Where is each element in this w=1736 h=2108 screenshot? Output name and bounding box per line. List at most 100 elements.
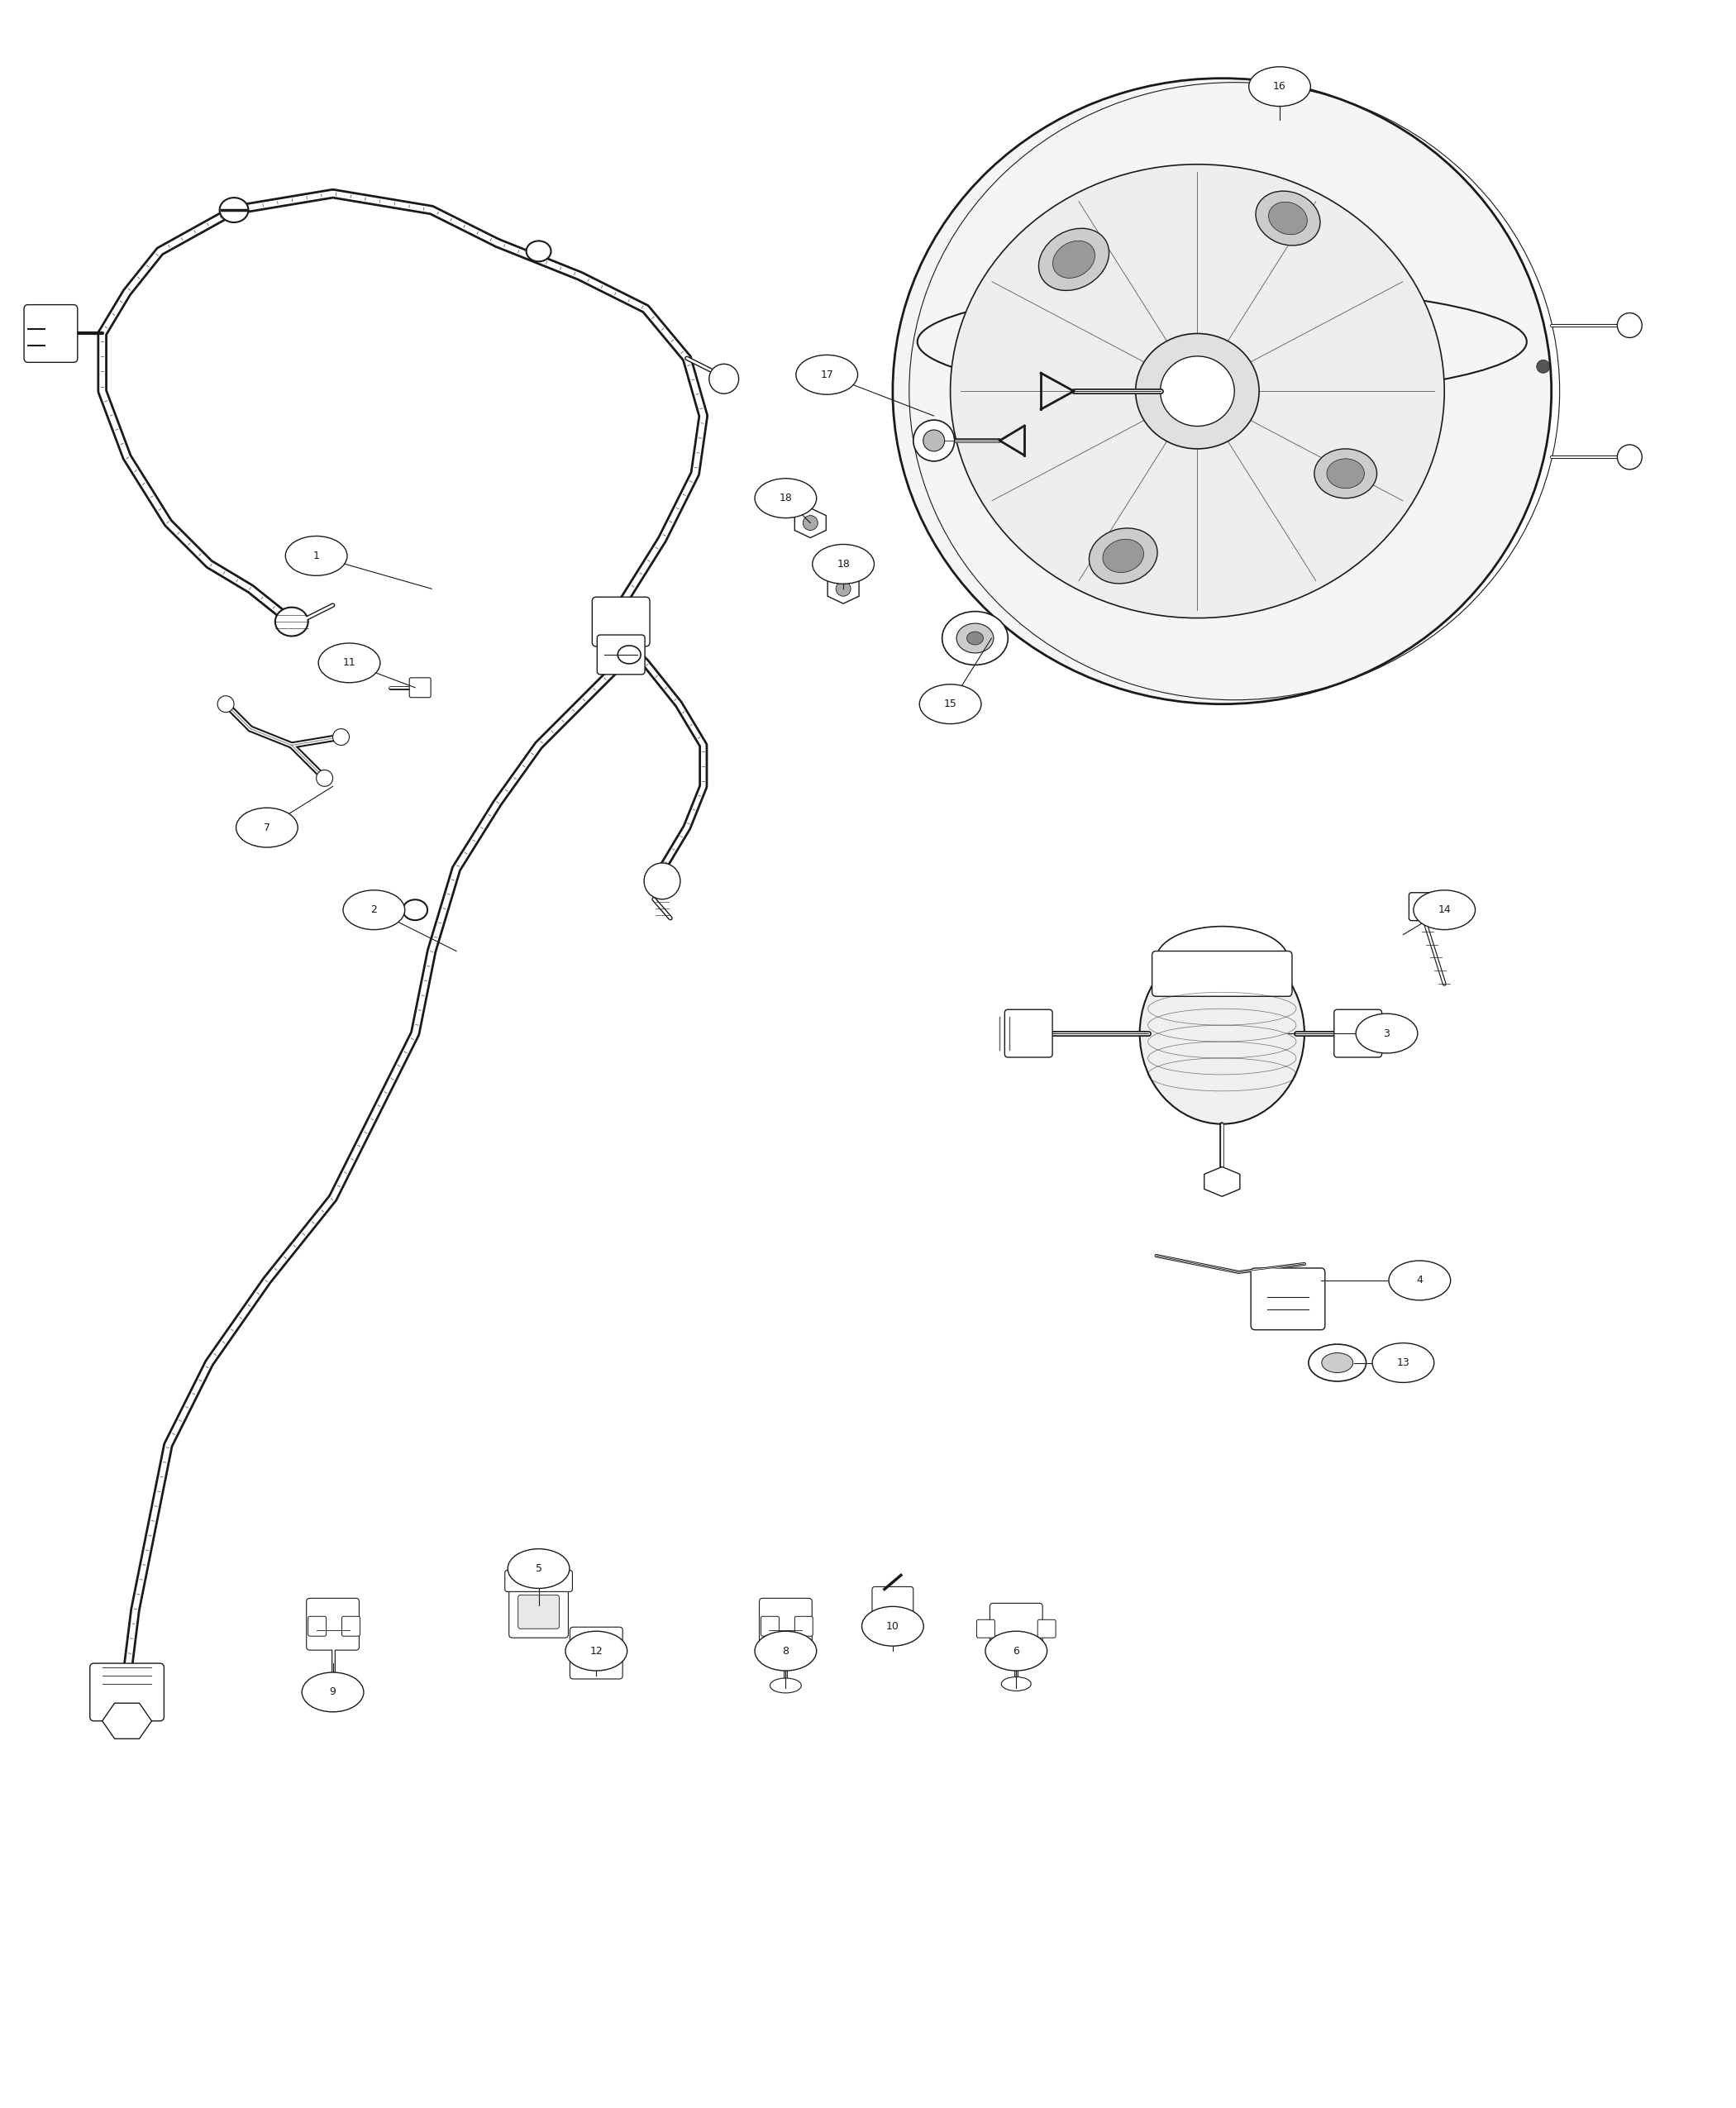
Ellipse shape	[1373, 1343, 1434, 1383]
Text: 2: 2	[372, 904, 377, 915]
Ellipse shape	[943, 611, 1009, 664]
FancyBboxPatch shape	[24, 306, 78, 363]
Ellipse shape	[920, 685, 981, 723]
FancyBboxPatch shape	[871, 1587, 913, 1629]
Ellipse shape	[1413, 890, 1476, 930]
Polygon shape	[795, 508, 826, 538]
Ellipse shape	[986, 1632, 1047, 1672]
Ellipse shape	[795, 354, 858, 394]
Ellipse shape	[1326, 460, 1364, 489]
Ellipse shape	[1102, 540, 1144, 573]
Circle shape	[1536, 360, 1550, 373]
FancyBboxPatch shape	[342, 1617, 359, 1636]
Circle shape	[333, 729, 349, 746]
Ellipse shape	[1088, 529, 1158, 584]
Circle shape	[924, 430, 944, 451]
Circle shape	[1618, 445, 1642, 470]
Ellipse shape	[755, 479, 816, 519]
Ellipse shape	[1141, 942, 1304, 1124]
Ellipse shape	[1156, 925, 1288, 993]
Circle shape	[1618, 312, 1642, 337]
Ellipse shape	[566, 1632, 627, 1672]
Ellipse shape	[892, 78, 1552, 704]
FancyBboxPatch shape	[307, 1617, 326, 1636]
FancyBboxPatch shape	[977, 1619, 995, 1638]
Text: 3: 3	[1384, 1029, 1391, 1039]
Text: 17: 17	[821, 369, 833, 379]
Ellipse shape	[285, 535, 347, 575]
Ellipse shape	[1389, 1261, 1451, 1301]
Ellipse shape	[318, 1678, 349, 1693]
Ellipse shape	[861, 1606, 924, 1646]
Text: 7: 7	[264, 822, 271, 833]
FancyBboxPatch shape	[1333, 1010, 1382, 1058]
FancyBboxPatch shape	[760, 1617, 779, 1636]
Ellipse shape	[812, 544, 875, 584]
Ellipse shape	[1356, 1014, 1418, 1054]
FancyBboxPatch shape	[505, 1570, 573, 1592]
Text: 5: 5	[535, 1564, 542, 1575]
Circle shape	[837, 582, 851, 597]
Ellipse shape	[276, 607, 307, 637]
Ellipse shape	[1135, 333, 1259, 449]
Ellipse shape	[236, 807, 299, 847]
FancyBboxPatch shape	[1410, 892, 1439, 921]
FancyBboxPatch shape	[1252, 1269, 1325, 1330]
Polygon shape	[828, 573, 859, 603]
Ellipse shape	[344, 890, 404, 930]
Ellipse shape	[403, 900, 427, 921]
Text: 9: 9	[330, 1686, 337, 1697]
FancyBboxPatch shape	[759, 1598, 812, 1651]
Circle shape	[316, 769, 333, 786]
Ellipse shape	[1052, 240, 1095, 278]
Ellipse shape	[1038, 228, 1109, 291]
Text: 15: 15	[944, 698, 957, 710]
Text: 18: 18	[837, 559, 851, 569]
Ellipse shape	[1309, 1345, 1366, 1381]
Polygon shape	[102, 1703, 151, 1739]
Text: 12: 12	[590, 1646, 602, 1657]
FancyBboxPatch shape	[597, 635, 644, 675]
Text: 8: 8	[783, 1646, 788, 1657]
Circle shape	[708, 365, 740, 394]
Ellipse shape	[1160, 356, 1234, 426]
Circle shape	[217, 696, 234, 713]
FancyBboxPatch shape	[592, 597, 649, 647]
Text: 14: 14	[1437, 904, 1451, 915]
Text: 6: 6	[1012, 1646, 1019, 1657]
Ellipse shape	[618, 645, 641, 664]
FancyBboxPatch shape	[795, 1617, 812, 1636]
Ellipse shape	[967, 632, 983, 645]
Ellipse shape	[526, 240, 550, 261]
Ellipse shape	[1269, 202, 1307, 234]
Text: 16: 16	[1272, 80, 1286, 93]
FancyBboxPatch shape	[307, 1598, 359, 1651]
Text: 1: 1	[312, 550, 319, 561]
FancyBboxPatch shape	[90, 1663, 163, 1720]
FancyBboxPatch shape	[1038, 1619, 1055, 1638]
FancyBboxPatch shape	[569, 1627, 623, 1678]
Ellipse shape	[1314, 449, 1377, 497]
Ellipse shape	[771, 1678, 802, 1693]
Text: 10: 10	[885, 1621, 899, 1632]
Text: 11: 11	[342, 658, 356, 668]
Text: 13: 13	[1397, 1358, 1410, 1368]
Ellipse shape	[1255, 192, 1319, 245]
Polygon shape	[1205, 1168, 1240, 1197]
Circle shape	[644, 862, 681, 900]
Circle shape	[804, 516, 818, 531]
FancyBboxPatch shape	[509, 1577, 568, 1638]
FancyBboxPatch shape	[1153, 951, 1292, 997]
Text: 4: 4	[1417, 1275, 1424, 1286]
Ellipse shape	[755, 1632, 816, 1672]
Circle shape	[913, 419, 955, 462]
FancyBboxPatch shape	[1005, 1010, 1052, 1058]
FancyBboxPatch shape	[410, 677, 431, 698]
Ellipse shape	[1321, 1353, 1352, 1372]
Ellipse shape	[1248, 67, 1311, 105]
Ellipse shape	[219, 198, 248, 221]
Ellipse shape	[1002, 1676, 1031, 1691]
Ellipse shape	[507, 1549, 569, 1587]
Text: 18: 18	[779, 493, 792, 504]
FancyBboxPatch shape	[990, 1604, 1043, 1653]
